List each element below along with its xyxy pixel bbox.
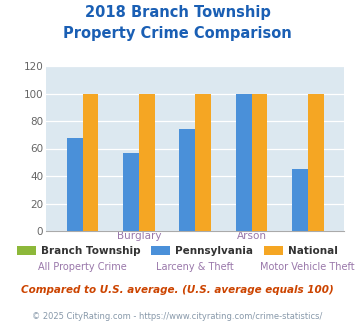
Text: Property Crime Comparison: Property Crime Comparison bbox=[63, 26, 292, 41]
Text: Compared to U.S. average. (U.S. average equals 100): Compared to U.S. average. (U.S. average … bbox=[21, 285, 334, 295]
Text: All Property Crime: All Property Crime bbox=[38, 262, 127, 272]
Bar bbox=[180, 129, 195, 231]
Text: Motor Vehicle Theft: Motor Vehicle Theft bbox=[261, 262, 355, 272]
Legend: Branch Township, Pennsylvania, National: Branch Township, Pennsylvania, National bbox=[13, 242, 342, 260]
Bar bbox=[123, 152, 139, 231]
Text: 2018 Branch Township: 2018 Branch Township bbox=[84, 5, 271, 20]
Text: Larceny & Theft: Larceny & Theft bbox=[156, 262, 234, 272]
Bar bbox=[83, 93, 98, 231]
Bar bbox=[308, 93, 323, 231]
Bar bbox=[67, 138, 83, 231]
Bar bbox=[236, 93, 251, 231]
Text: © 2025 CityRating.com - https://www.cityrating.com/crime-statistics/: © 2025 CityRating.com - https://www.city… bbox=[32, 312, 323, 321]
Bar bbox=[139, 93, 155, 231]
Bar bbox=[251, 93, 267, 231]
Bar bbox=[292, 169, 308, 231]
Bar bbox=[195, 93, 211, 231]
